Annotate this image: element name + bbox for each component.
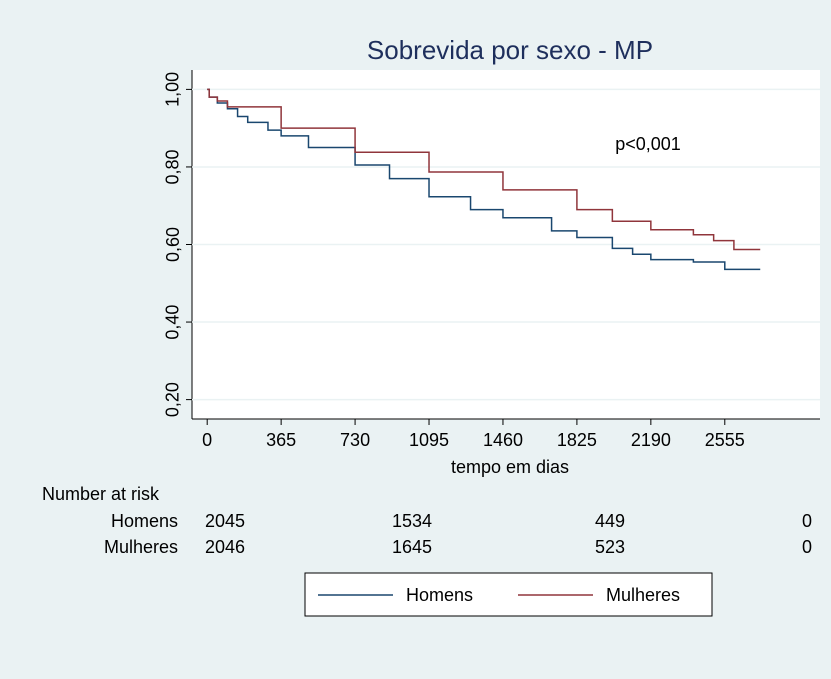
x-tick-label: 365: [266, 430, 296, 450]
survival-curve: [207, 88, 761, 271]
y-tick-label: 0,60: [163, 227, 183, 262]
y-tick-label: 0,20: [163, 382, 183, 417]
risk-value: 449: [595, 511, 625, 531]
y-tick-label: 1,00: [163, 72, 183, 107]
x-tick-label: 1095: [409, 430, 449, 450]
legend-label: Homens: [406, 585, 473, 605]
x-tick-label: 0: [202, 430, 212, 450]
risk-value: 2045: [205, 511, 245, 531]
annotation: p<0,001: [615, 134, 681, 154]
risk-value: 523: [595, 537, 625, 557]
x-tick-label: 1460: [483, 430, 523, 450]
risk-value: 0: [802, 511, 812, 531]
risk-table-title: Number at risk: [42, 484, 160, 504]
risk-row-label: Mulheres: [104, 537, 178, 557]
risk-value: 1645: [392, 537, 432, 557]
legend-label: Mulheres: [606, 585, 680, 605]
x-axis-label: tempo em dias: [451, 457, 569, 477]
chart-title: Sobrevida por sexo - MP: [367, 35, 653, 65]
survival-curve: [207, 88, 761, 251]
risk-row-label: Homens: [111, 511, 178, 531]
y-tick-label: 0,40: [163, 305, 183, 340]
risk-value: 1534: [392, 511, 432, 531]
y-tick-label: 0,80: [163, 149, 183, 184]
x-tick-label: 2555: [705, 430, 745, 450]
x-tick-label: 1825: [557, 430, 597, 450]
x-tick-label: 730: [340, 430, 370, 450]
x-tick-label: 2190: [631, 430, 671, 450]
risk-value: 0: [802, 537, 812, 557]
risk-value: 2046: [205, 537, 245, 557]
